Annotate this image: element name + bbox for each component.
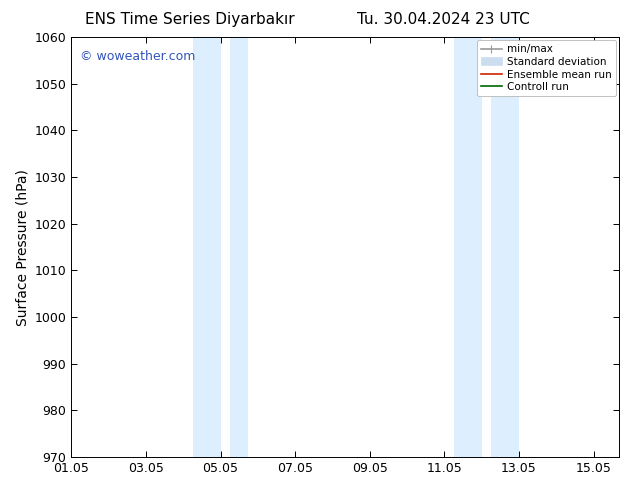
Legend: min/max, Standard deviation, Ensemble mean run, Controll run: min/max, Standard deviation, Ensemble me…	[477, 40, 616, 97]
Bar	[454, 37, 482, 457]
Bar	[491, 37, 519, 457]
Bar	[230, 37, 249, 457]
Bar	[193, 37, 221, 457]
Text: Tu. 30.04.2024 23 UTC: Tu. 30.04.2024 23 UTC	[358, 12, 530, 27]
Y-axis label: Surface Pressure (hPa): Surface Pressure (hPa)	[15, 169, 29, 325]
Text: ENS Time Series Diyarbakır: ENS Time Series Diyarbakır	[86, 12, 295, 27]
Text: © woweather.com: © woweather.com	[79, 50, 195, 63]
